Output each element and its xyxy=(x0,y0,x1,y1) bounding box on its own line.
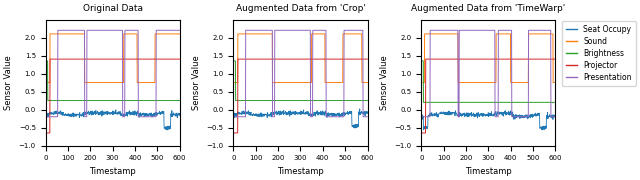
Title: Augmented Data from 'TimeWarp': Augmented Data from 'TimeWarp' xyxy=(411,4,566,13)
Title: Original Data: Original Data xyxy=(83,4,143,13)
Y-axis label: Sensor Value: Sensor Value xyxy=(192,55,201,110)
Legend: Seat Occupy, Sound, Brightness, Projector, Presentation: Seat Occupy, Sound, Brightness, Projecto… xyxy=(562,21,636,86)
Y-axis label: Sensor Value: Sensor Value xyxy=(4,55,13,110)
X-axis label: Timestamp: Timestamp xyxy=(89,167,136,176)
Y-axis label: Sensor Value: Sensor Value xyxy=(380,55,389,110)
X-axis label: Timestamp: Timestamp xyxy=(465,167,512,176)
X-axis label: Timestamp: Timestamp xyxy=(277,167,324,176)
Title: Augmented Data from 'Crop': Augmented Data from 'Crop' xyxy=(236,4,365,13)
